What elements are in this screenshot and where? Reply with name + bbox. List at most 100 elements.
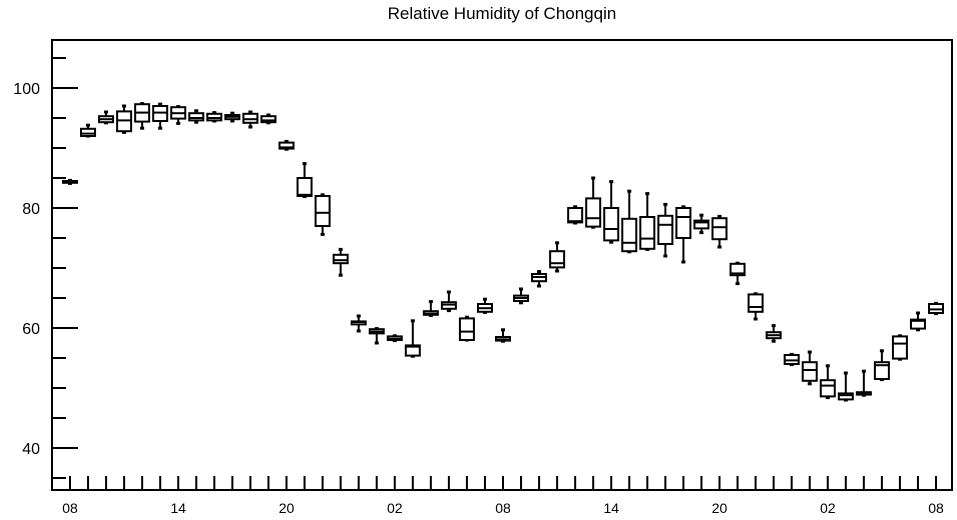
box-plot (891, 334, 908, 361)
whisker-cap-lower (446, 309, 451, 313)
whisker-cap-upper (609, 180, 614, 184)
box-plot (440, 290, 457, 313)
box-iqr (458, 317, 475, 341)
box-plot (476, 297, 493, 314)
box-iqr (711, 217, 728, 241)
x-tick-label: 08 (495, 500, 511, 516)
whisker-cap-upper (482, 297, 487, 301)
whisker-cap-upper (86, 123, 91, 127)
box-iqr (675, 207, 692, 239)
box-iqr (747, 293, 764, 313)
whisker-cap-upper (356, 314, 361, 318)
box-plot (603, 180, 620, 244)
y-tick-label: 100 (13, 81, 40, 98)
whisker-cap-upper (699, 213, 704, 217)
x-tick-label: 14 (170, 500, 186, 516)
box-plot (260, 113, 277, 125)
whisker-cap-upper (212, 111, 217, 115)
box-plot (495, 328, 511, 343)
whisker-cap-upper (645, 192, 650, 196)
box-plot (783, 352, 800, 367)
x-tick-label: 02 (820, 500, 836, 516)
whisker-cap-lower (230, 119, 235, 123)
x-tick-label: 02 (387, 500, 403, 516)
whisker-cap-lower (699, 231, 704, 235)
whisker-cap-lower (609, 240, 614, 244)
box-iqr (80, 127, 97, 138)
box-plot (819, 364, 836, 400)
box-plot (928, 301, 944, 316)
whisker-cap-lower (194, 120, 199, 124)
whisker-cap-upper (555, 241, 560, 245)
whisker-cap-upper (807, 350, 812, 354)
box-plot (675, 205, 692, 264)
box-plot (621, 189, 638, 254)
whisker-cap-upper (825, 364, 830, 368)
box-iqr (621, 217, 638, 253)
box-plot (206, 111, 223, 123)
whisker-cap-lower (771, 339, 776, 343)
whisker-cap-upper (428, 300, 433, 304)
whisker-cap-lower (158, 126, 163, 130)
whisker-cap-lower (122, 130, 127, 134)
y-tick-label: 40 (22, 441, 40, 458)
whisker-cap-upper (302, 162, 307, 166)
whisker-cap-upper (843, 371, 848, 375)
whisker-cap-upper (248, 110, 253, 114)
whisker-cap-upper (519, 287, 524, 291)
box-plot (80, 123, 97, 138)
box-iqr (909, 318, 926, 330)
whisker-cap-upper (627, 189, 632, 193)
box-plot (765, 324, 782, 343)
box-iqr (260, 115, 277, 124)
x-tick-label: 08 (928, 500, 944, 516)
plot-frame (51, 39, 953, 491)
box-iqr (278, 141, 295, 150)
whisker-cap-upper (194, 109, 199, 113)
x-tick-label: 20 (279, 500, 295, 516)
whisker-cap-upper (915, 311, 920, 315)
x-tick-label: 20 (712, 500, 728, 516)
whisker-cap-lower (717, 245, 722, 249)
box-plot (314, 193, 331, 236)
whisker-cap-upper (501, 328, 505, 332)
box-plot (801, 350, 818, 386)
y-axis: 40 60 80 100 (13, 57, 78, 479)
box-plot (188, 109, 205, 124)
box-iqr (549, 250, 566, 269)
whisker-cap-upper (663, 202, 668, 206)
box-plot (368, 327, 385, 345)
box-plot (152, 102, 169, 130)
box-iqr (332, 253, 349, 265)
whisker-cap-lower (915, 328, 920, 332)
box-plot (242, 110, 259, 129)
whisker-cap-upper (338, 247, 343, 251)
y-tick-label: 60 (22, 321, 40, 338)
whisker-cap-upper (573, 205, 578, 209)
box-plot (296, 162, 313, 199)
whisker-cap-lower (519, 301, 524, 305)
whisker-cap-lower (176, 121, 181, 125)
whisker-cap-lower (140, 126, 145, 130)
box-plot (98, 110, 115, 125)
x-axis: 08 14 20 02 08 14 20 02 08 (62, 476, 944, 516)
box-plot (332, 247, 349, 277)
box-plot (855, 369, 872, 397)
box-plot (62, 178, 78, 185)
box-plot (513, 287, 530, 305)
whisker-cap-upper (464, 315, 469, 319)
whisker-cap-upper (537, 270, 542, 274)
box-plot (134, 102, 151, 130)
whisker-cap-upper (122, 104, 127, 108)
whisker-cap-upper (879, 349, 884, 353)
box-iqr (603, 207, 620, 242)
box-plot (170, 105, 187, 125)
box-plot (747, 292, 764, 321)
box-iqr (404, 344, 421, 357)
box-plot (350, 314, 367, 333)
whisker-cap-lower (338, 273, 343, 277)
box-iqr (873, 361, 890, 381)
y-tick-label: 80 (22, 201, 40, 218)
whisker-cap-upper (284, 139, 289, 143)
